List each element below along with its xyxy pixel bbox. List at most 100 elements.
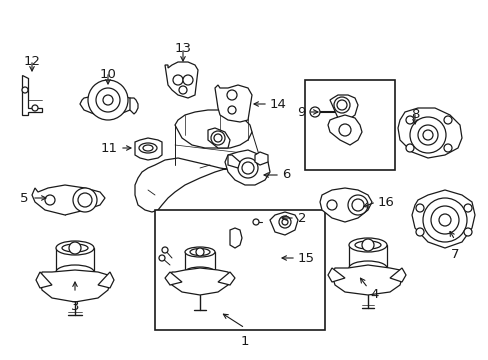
Circle shape	[214, 134, 222, 142]
Ellipse shape	[62, 244, 88, 252]
Polygon shape	[36, 272, 52, 288]
Circle shape	[409, 117, 445, 153]
Circle shape	[238, 158, 258, 178]
Text: 16: 16	[377, 195, 394, 208]
Text: 8: 8	[410, 108, 418, 121]
Polygon shape	[229, 228, 242, 248]
Circle shape	[22, 87, 28, 93]
Circle shape	[415, 228, 423, 236]
Circle shape	[326, 200, 336, 210]
Ellipse shape	[56, 265, 94, 279]
Text: 14: 14	[269, 98, 286, 111]
Polygon shape	[254, 152, 267, 165]
Ellipse shape	[184, 267, 215, 277]
Ellipse shape	[348, 238, 386, 252]
Text: 3: 3	[71, 300, 79, 313]
Ellipse shape	[354, 241, 380, 249]
Polygon shape	[175, 110, 251, 148]
Circle shape	[405, 144, 413, 152]
Ellipse shape	[56, 241, 94, 255]
Circle shape	[69, 242, 81, 254]
Circle shape	[179, 86, 186, 94]
Circle shape	[103, 95, 113, 105]
Polygon shape	[331, 265, 401, 295]
Text: 2: 2	[297, 211, 306, 225]
Polygon shape	[135, 158, 262, 212]
Polygon shape	[329, 95, 357, 120]
Ellipse shape	[190, 248, 209, 256]
Polygon shape	[170, 268, 229, 295]
Polygon shape	[40, 270, 110, 302]
Circle shape	[279, 216, 290, 228]
Circle shape	[338, 124, 350, 136]
Text: 9: 9	[296, 105, 305, 118]
Polygon shape	[98, 272, 114, 288]
Text: 5: 5	[20, 192, 28, 204]
Circle shape	[96, 88, 120, 112]
Polygon shape	[135, 138, 162, 160]
Circle shape	[162, 247, 168, 253]
Circle shape	[351, 199, 363, 211]
Text: 10: 10	[100, 68, 116, 81]
Circle shape	[196, 248, 203, 256]
Polygon shape	[224, 150, 269, 185]
Circle shape	[430, 206, 458, 234]
Circle shape	[32, 105, 38, 111]
Circle shape	[159, 255, 164, 261]
Circle shape	[183, 75, 193, 85]
Ellipse shape	[142, 145, 153, 151]
Circle shape	[210, 131, 224, 145]
Polygon shape	[80, 95, 134, 115]
Bar	[305, 80, 394, 170]
Polygon shape	[215, 85, 251, 122]
Circle shape	[226, 90, 237, 100]
Circle shape	[443, 116, 451, 124]
Circle shape	[88, 80, 128, 120]
Polygon shape	[227, 155, 240, 168]
Polygon shape	[22, 75, 42, 115]
Ellipse shape	[184, 247, 215, 257]
Polygon shape	[269, 212, 297, 235]
Circle shape	[463, 228, 471, 236]
Circle shape	[438, 214, 450, 226]
Polygon shape	[411, 190, 474, 248]
Circle shape	[422, 198, 466, 242]
Circle shape	[422, 130, 432, 140]
Ellipse shape	[348, 261, 386, 275]
Text: 1: 1	[240, 335, 249, 348]
Polygon shape	[164, 62, 198, 98]
Polygon shape	[397, 108, 461, 158]
Circle shape	[415, 204, 423, 212]
Polygon shape	[348, 245, 386, 268]
Polygon shape	[164, 272, 182, 285]
Bar	[155, 210, 325, 330]
Text: 13: 13	[174, 42, 191, 55]
Circle shape	[252, 219, 259, 225]
Circle shape	[173, 75, 183, 85]
Circle shape	[78, 193, 92, 207]
Text: 7: 7	[450, 248, 458, 261]
Circle shape	[443, 144, 451, 152]
Text: 11: 11	[101, 141, 118, 154]
Polygon shape	[327, 115, 361, 145]
Text: 6: 6	[282, 168, 290, 181]
Circle shape	[405, 116, 413, 124]
Circle shape	[45, 195, 55, 205]
Polygon shape	[184, 252, 215, 272]
Polygon shape	[389, 268, 405, 282]
Circle shape	[347, 195, 367, 215]
Polygon shape	[319, 188, 371, 222]
Polygon shape	[56, 248, 94, 272]
Circle shape	[309, 107, 319, 117]
Circle shape	[361, 239, 373, 251]
Polygon shape	[32, 185, 105, 215]
Polygon shape	[218, 272, 235, 285]
Ellipse shape	[139, 143, 157, 153]
Polygon shape	[327, 268, 345, 282]
Circle shape	[282, 219, 287, 225]
Circle shape	[242, 162, 253, 174]
Polygon shape	[130, 98, 138, 114]
Circle shape	[417, 125, 437, 145]
Text: 4: 4	[369, 288, 378, 302]
Circle shape	[73, 188, 97, 212]
